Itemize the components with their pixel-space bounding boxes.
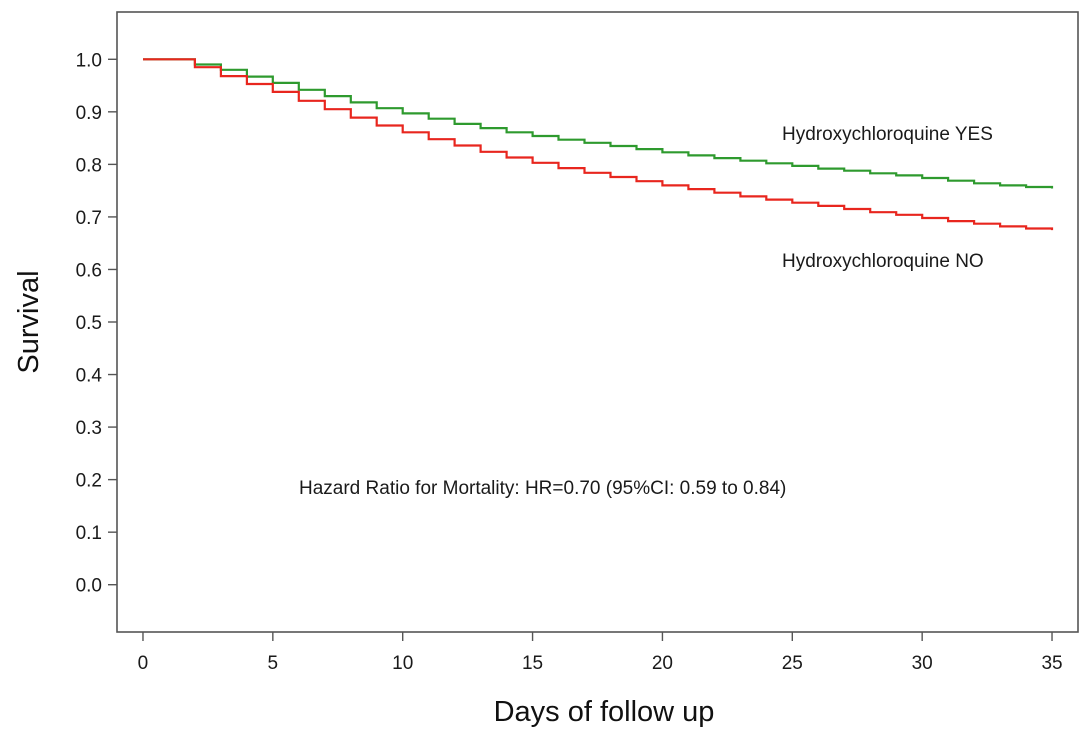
series-line-yes — [143, 58, 1054, 189]
x-tick-label: 30 — [912, 653, 933, 674]
x-tick-label: 0 — [138, 653, 149, 674]
series-line-no — [143, 58, 1054, 231]
series-layer — [143, 58, 1054, 231]
hazard-ratio-annotation: Hazard Ratio for Mortality: HR=0.70 (95%… — [299, 478, 786, 499]
plot-frame — [116, 11, 1079, 633]
y-tick-label: 0.9 — [76, 103, 102, 124]
y-tick-label: 0.7 — [76, 208, 102, 229]
x-tick-label: 35 — [1041, 653, 1062, 674]
y-axis-title: Survival — [13, 270, 45, 373]
x-axis-ticks: 0 5 10 15 20 25 30 35 — [138, 632, 1063, 674]
x-tick-label: 10 — [392, 653, 413, 674]
x-tick-label: 25 — [782, 653, 803, 674]
x-tick-label: 15 — [522, 653, 543, 674]
y-tick-label: 0.2 — [76, 471, 102, 492]
x-axis-title: Days of follow up — [494, 696, 715, 728]
y-tick-label: 0.5 — [76, 313, 102, 334]
y-axis-ticks: 0.0 0.1 0.2 0.3 0.4 0.5 0.6 0.7 0.8 0.9 1.0 — [76, 50, 117, 597]
y-tick-label: 0.8 — [76, 155, 102, 176]
x-tick-label: 20 — [652, 653, 673, 674]
series-label-yes: Hydroxychloroquine YES — [782, 124, 993, 145]
y-tick-label: 1.0 — [76, 50, 102, 71]
x-tick-label: 5 — [268, 653, 279, 674]
y-tick-label: 0.4 — [76, 366, 103, 387]
series-label-no: Hydroxychloroquine NO — [782, 251, 984, 272]
y-tick-label: 0.0 — [76, 576, 102, 597]
y-tick-label: 0.3 — [76, 418, 102, 439]
y-tick-label: 0.1 — [76, 523, 102, 544]
y-tick-label: 0.6 — [76, 260, 102, 281]
